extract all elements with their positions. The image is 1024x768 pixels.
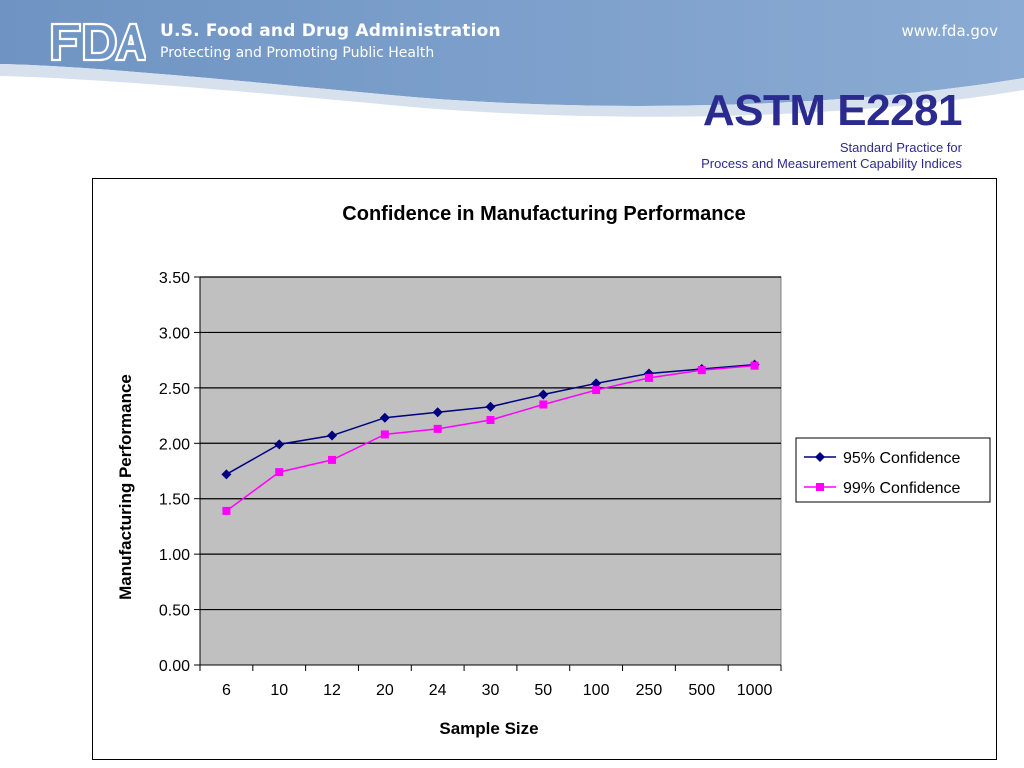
plot-area: [199, 276, 782, 666]
x-tick-label: 100: [583, 682, 610, 699]
chart-legend: 95% Confidence 99% Confidence: [795, 437, 991, 503]
header-banner: [0, 0, 1024, 130]
data-point: [750, 361, 759, 370]
y-tick-label: 1.00: [159, 547, 190, 564]
data-point: [644, 373, 653, 382]
data-point: [592, 386, 601, 395]
data-point: [539, 400, 548, 409]
x-tick-label: 10: [270, 682, 288, 699]
x-tick-label: 1000: [737, 682, 773, 699]
data-point: [538, 389, 549, 400]
y-tick-label: 1.50: [159, 492, 190, 509]
legend-box: [795, 437, 991, 503]
x-tick-label: 6: [222, 682, 231, 699]
y-tick-label: 0.50: [159, 603, 190, 620]
x-tick-label: 30: [482, 682, 500, 699]
chart-frame: Confidence in Manufacturing Performance …: [92, 178, 997, 760]
x-tick-label: 12: [323, 682, 341, 699]
y-tick-label: 3.00: [159, 325, 190, 342]
legend-marker: [816, 483, 824, 491]
data-point: [380, 430, 389, 439]
x-tick-label: 24: [429, 682, 447, 699]
x-tick-label: 20: [376, 682, 394, 699]
data-point: [486, 416, 495, 425]
data-point: [275, 468, 284, 477]
data-point: [591, 378, 602, 389]
legend-label: 99% Confidence: [843, 480, 961, 497]
data-point: [379, 412, 390, 423]
data-point: [222, 506, 231, 515]
chart-title: Confidence in Manufacturing Performance: [342, 203, 745, 225]
site-url[interactable]: www.fda.gov: [901, 22, 998, 40]
data-point: [328, 455, 337, 464]
y-tick-label: 3.50: [159, 270, 190, 287]
y-tick-label: 2.00: [159, 436, 190, 453]
y-axis-title: Manufacturing Performance: [116, 374, 135, 600]
slide-title: ASTM E2281: [702, 86, 963, 135]
data-point: [697, 366, 706, 375]
agency-name: U.S. Food and Drug Administration: [160, 21, 501, 41]
data-point: [327, 430, 338, 441]
x-tick-label: 500: [688, 682, 715, 699]
data-point: [485, 401, 496, 412]
agency-tagline: Protecting and Promoting Public Health: [160, 45, 435, 61]
x-tick-label: 250: [636, 682, 663, 699]
slide-subtitle-line1: Standard Practice for: [839, 140, 962, 155]
data-point: [432, 407, 443, 418]
y-tick-label: 2.50: [159, 381, 190, 398]
slide-subtitle-line2: Process and Measurement Capability Indic…: [701, 156, 962, 171]
data-point: [221, 469, 232, 480]
x-axis-title: Sample Size: [439, 719, 538, 738]
legend-marker: [815, 452, 825, 462]
fda-logo: [50, 22, 146, 62]
data-point: [274, 439, 285, 450]
x-tick-label: 50: [534, 682, 552, 699]
line-chart: Confidence in Manufacturing Performance …: [116, 203, 991, 738]
y-tick-label: 0.00: [159, 658, 190, 675]
legend-label: 95% Confidence: [843, 450, 961, 467]
data-point: [433, 424, 442, 433]
